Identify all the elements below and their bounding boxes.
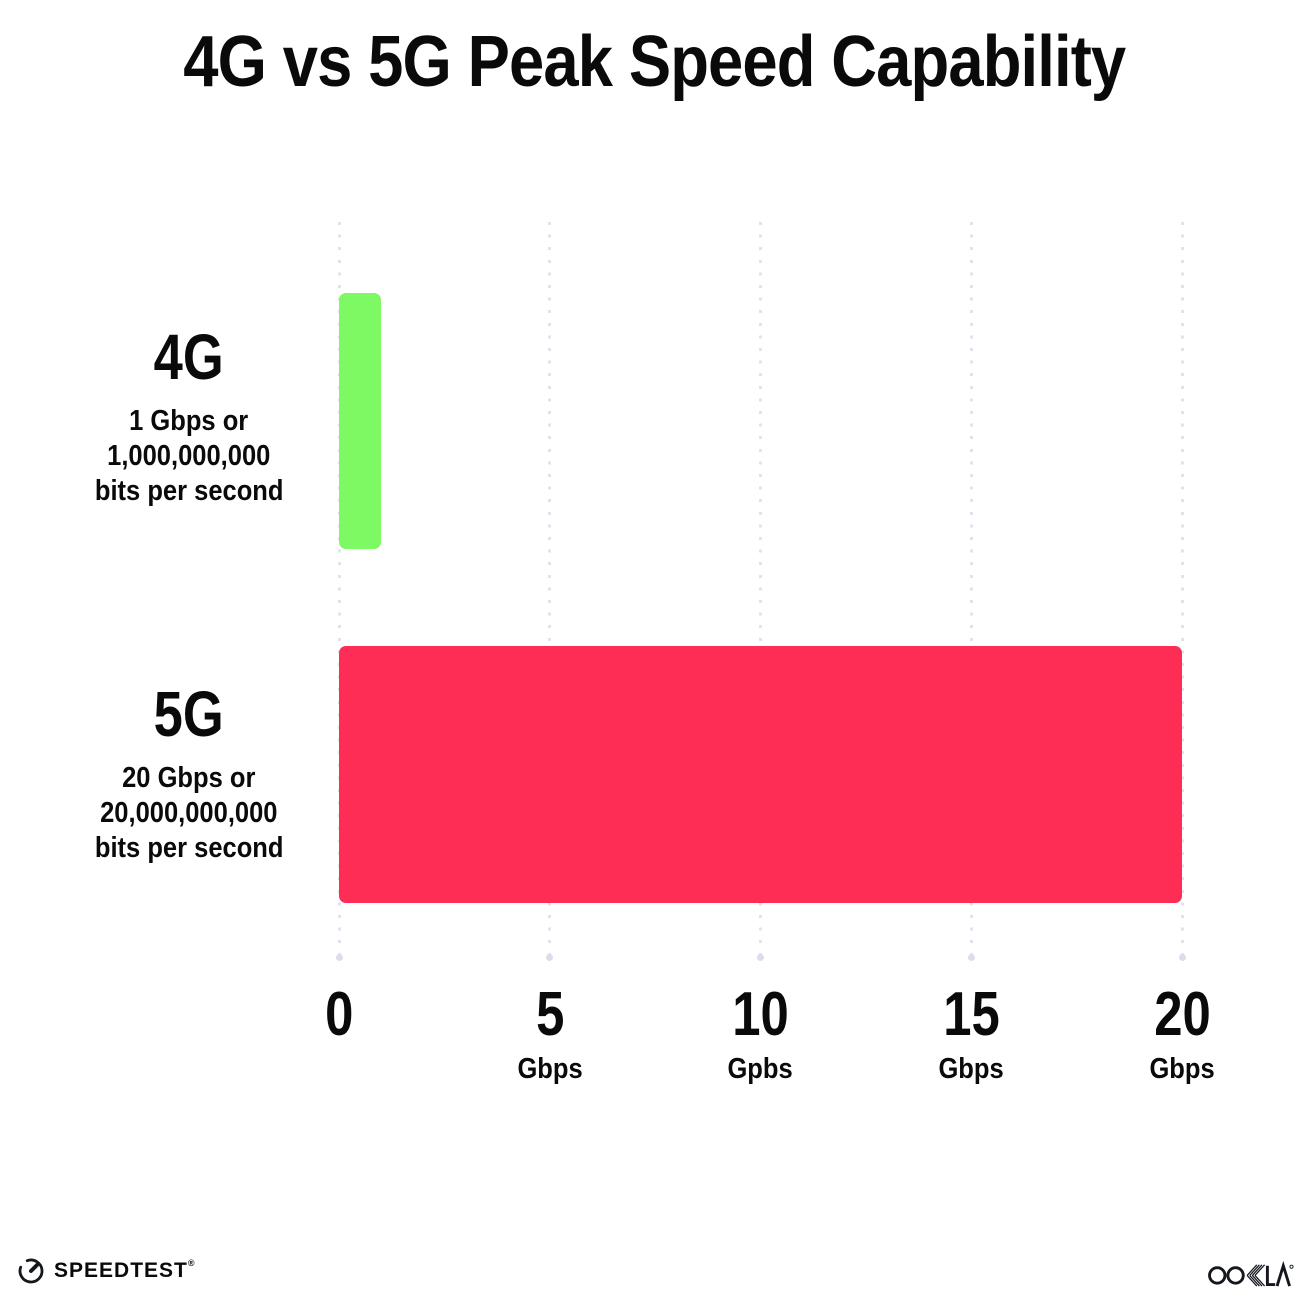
gridline-5: [546, 222, 554, 961]
x-axis: 0 5 Gbps 10 Gpbs 15 Gbps 20 Gbps: [325, 980, 1215, 1103]
row-label-4g-title: 4G: [153, 321, 225, 393]
ookla-wordmark-icon: [1208, 1260, 1294, 1287]
speedtest-gauge-icon: [16, 1256, 46, 1286]
x-tick-15: 15 Gbps: [938, 980, 1004, 1085]
plot-area: [335, 222, 1186, 961]
gridline-0: [335, 222, 343, 961]
x-tick-20: 20 Gbps: [1149, 980, 1215, 1085]
x-tick-5: 5 Gbps: [517, 980, 583, 1085]
speedtest-logo: SPEEDTEST®: [16, 1256, 196, 1286]
ookla-logo: [1208, 1260, 1294, 1287]
bar-4g: [339, 293, 382, 549]
row-label-4g-sublabel: 1 Gbps or 1,000,000,000 bits per second: [94, 405, 284, 507]
chart-title: 4G vs 5G Peak Speed Capability: [182, 22, 1126, 102]
x-tick-0: 0: [324, 980, 354, 1049]
trademark-symbol: ®: [187, 1258, 196, 1268]
row-label-5g-sublabel: 20 Gbps or 20,000,000,000 bits per secon…: [94, 762, 284, 864]
speedtest-wordmark: SPEEDTEST®: [54, 1258, 196, 1282]
row-label-5g: 5G 20 Gbps or 20,000,000,000 bits per se…: [38, 679, 340, 866]
row-label-5g-title: 5G: [153, 678, 225, 750]
gridline-15: [967, 222, 975, 961]
gridline-10: [757, 222, 764, 961]
bar-5g: [339, 646, 1182, 903]
row-label-4g: 4G 1 Gbps or 1,000,000,000 bits per seco…: [38, 322, 340, 509]
x-tick-10: 10 Gpbs: [727, 980, 794, 1085]
gridline-20: [1178, 222, 1186, 961]
